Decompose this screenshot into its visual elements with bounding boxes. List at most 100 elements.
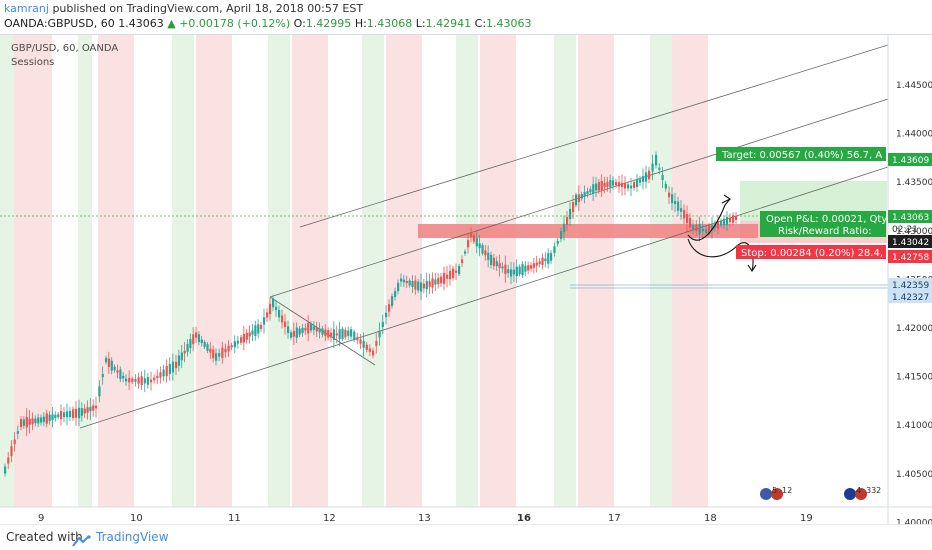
candle-body [125,378,128,382]
us-flag-icon-3[interactable] [855,488,867,500]
candle-body [292,331,296,337]
candle-body [501,266,504,269]
uk-flag-icon[interactable] [844,488,856,500]
candle-body [671,194,674,204]
candle-body [301,327,304,333]
candle-body [266,312,269,318]
candle-body [630,185,633,189]
candle-body [95,405,98,409]
time-axis[interactable]: 9 10 11 12 13 16 17 18 19 [0,506,932,524]
candle-body [122,375,125,379]
price-tick-label: 1.40000 [896,518,932,525]
tradingview-logo-icon[interactable] [72,532,92,550]
target-label-box[interactable] [716,147,886,161]
session-band-green [0,35,14,507]
session-band-red [672,35,708,507]
candle-body [344,329,347,338]
candle-body [717,220,720,229]
candle-body [544,258,547,262]
us-flag-icon-2[interactable] [771,488,783,500]
event2-count2: 332 [866,486,881,495]
candle-body [362,341,365,348]
channel-upper-line[interactable] [299,44,889,228]
candle-body [642,176,645,182]
chart-area[interactable]: Target: 0.00567 (0.40%) 56.7, A Open P&L… [0,34,932,528]
candle-body [140,376,143,386]
candle-body [110,360,113,371]
channel-lower-line[interactable] [79,166,889,429]
candle-body [197,334,201,343]
candle-body [227,345,230,352]
time-tick-label: 18 [704,513,717,524]
candle-body [420,282,423,292]
candle-body [732,215,735,223]
session-band-green [650,35,672,507]
candle-body [504,264,507,275]
candle-body [405,280,408,284]
candle-body [446,274,449,279]
session-band-red [386,35,422,507]
tradingview-brand[interactable]: TradingView [96,530,169,544]
bullish-arrowhead [721,194,732,204]
candle-body [664,183,667,189]
candle-body [705,229,708,233]
candle-body [714,224,717,228]
stop-label: Stop: 0.00284 (0.20%) 28.4, [741,248,883,259]
legend-indicator[interactable]: Sessions [11,57,54,68]
candle-body [440,276,443,284]
pnl-label-box[interactable] [760,211,886,237]
candle-body [42,416,46,422]
price-tick-label: 1.43500 [896,178,932,188]
candle-body [189,339,192,349]
candle-body [269,303,272,315]
candle-body [83,408,86,414]
time-tick-label: 13 [418,513,431,524]
us-flag-icon[interactable] [760,488,772,500]
candle-body [192,334,195,345]
price-chart[interactable]: Target: 0.00567 (0.40%) 56.7, A Open P&L… [0,35,932,528]
candle-body [165,365,168,377]
candle-body [658,167,661,170]
author-link[interactable]: kamranj [4,2,49,15]
candle-body [153,377,156,381]
candle-body [391,296,394,306]
candle-body [394,291,397,297]
candle-body [729,217,732,223]
candle-body [92,405,95,411]
stop-label-box[interactable] [736,245,886,259]
candle-body [150,379,153,383]
candle-body [134,378,137,382]
close-label: C: [474,17,487,30]
candle-body [324,329,327,336]
candle-body [240,337,243,343]
last-price: 1.43063 [118,17,164,30]
open-value: 1.42995 [305,17,352,30]
candle-body [400,278,403,282]
candle-body [304,328,307,331]
bearish-arrowhead [747,264,757,272]
level-a-text: 1.42359 [892,281,929,291]
candle-body [113,366,116,371]
candle-body [449,270,452,280]
candle-body [66,411,69,418]
candle-body [327,330,330,338]
candle-body [278,309,281,318]
candles [4,151,738,477]
candle-body [80,408,84,416]
low-value: 1.42941 [425,17,472,30]
resistance-zone[interactable] [418,224,758,238]
candle-body [411,281,414,287]
candle-body [230,345,233,348]
candle-body [195,332,198,338]
session-band-red [196,35,232,507]
candle-body [580,194,583,199]
candle-body [310,323,313,331]
candle-body [60,410,63,420]
position-labels[interactable]: Target: 0.00567 (0.40%) 56.7, A Open P&L… [716,147,887,259]
candle-body [592,184,595,194]
event-markers[interactable]: 5 12 4 332 [760,486,881,500]
candle-body [512,269,516,275]
bullish-projection-path[interactable] [687,198,731,241]
candle-body [422,283,426,289]
time-tick-label: 16 [517,513,531,524]
